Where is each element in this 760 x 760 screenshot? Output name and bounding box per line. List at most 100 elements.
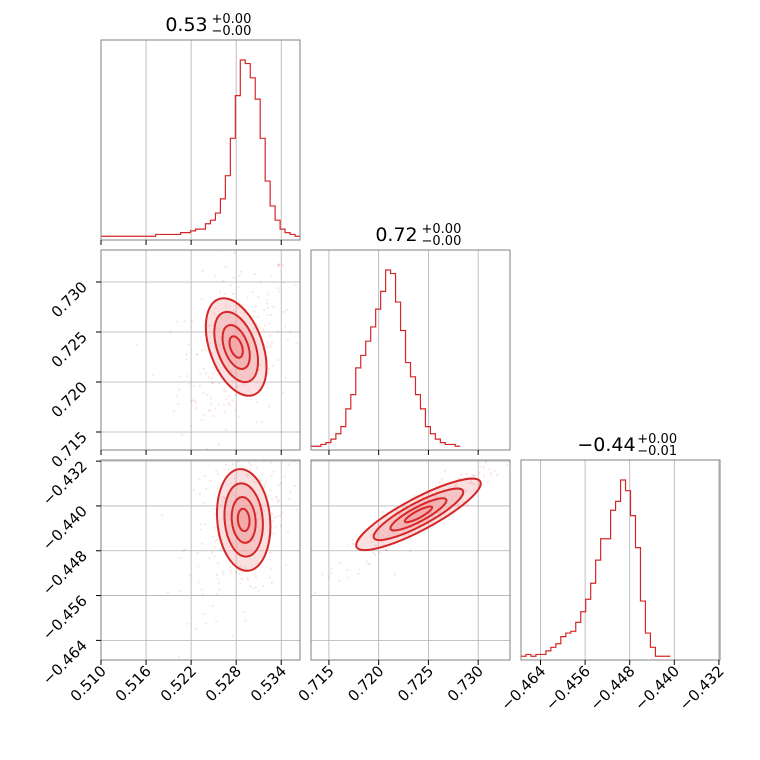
sample-point — [255, 401, 258, 404]
sample-point — [209, 397, 213, 400]
sample-point — [249, 468, 252, 471]
sample-point — [252, 478, 255, 481]
sample-point — [387, 531, 390, 534]
sample-point — [434, 496, 438, 499]
sample-point — [266, 341, 269, 344]
sample-point — [216, 472, 220, 475]
sample-point — [279, 524, 283, 528]
sample-point — [231, 309, 235, 312]
sample-point — [224, 446, 226, 448]
sample-point — [231, 462, 234, 466]
sample-point — [237, 286, 240, 289]
sample-point — [222, 573, 225, 576]
sample-point — [378, 529, 381, 532]
histogram-step-line — [521, 479, 671, 657]
sample-point — [286, 339, 289, 342]
sample-point — [270, 474, 273, 478]
sample-point — [249, 376, 252, 379]
sample-point — [272, 364, 275, 367]
sample-point — [466, 503, 469, 507]
sample-point — [199, 522, 202, 526]
sample-point — [442, 522, 445, 525]
sample-point — [277, 499, 280, 502]
sample-point — [215, 339, 218, 343]
sample-point — [231, 634, 234, 637]
sample-point — [270, 581, 274, 584]
sample-point — [254, 304, 258, 308]
sample-point — [413, 494, 416, 497]
sample-point — [252, 456, 254, 458]
sample-point — [259, 363, 262, 366]
sample-point — [346, 568, 349, 572]
sample-point — [213, 540, 217, 543]
sample-point — [358, 568, 361, 571]
sample-point — [390, 531, 393, 534]
sample-point — [259, 478, 262, 481]
sample-point — [270, 275, 273, 278]
sample-point — [381, 510, 384, 513]
sample-point — [454, 484, 458, 487]
sample-point — [395, 510, 398, 513]
sample-point — [247, 389, 250, 393]
sample-point — [161, 513, 164, 517]
sample-point — [247, 338, 250, 341]
sample-point — [267, 372, 270, 375]
sample-point — [244, 566, 247, 569]
sample-point — [410, 531, 414, 534]
sample-point — [250, 433, 252, 435]
sample-point — [209, 403, 212, 406]
sample-point — [269, 345, 272, 348]
sample-point — [185, 358, 188, 361]
y-tick-label-p2: −0.456 — [39, 592, 91, 644]
sample-point — [202, 502, 205, 505]
sample-point — [288, 432, 290, 434]
sample-point — [252, 412, 254, 414]
sample-point — [283, 325, 287, 328]
sample-point — [211, 381, 214, 384]
panel-frame — [520, 459, 721, 661]
sample-point — [277, 290, 281, 293]
sample-point — [232, 541, 235, 544]
sample-point — [195, 406, 198, 410]
sample-point — [265, 451, 267, 453]
sample-point — [374, 544, 377, 547]
sample-point — [212, 372, 215, 375]
sample-point — [213, 675, 215, 677]
sample-point — [200, 588, 203, 591]
sample-point — [240, 566, 243, 569]
sample-point — [225, 519, 229, 522]
sample-point — [255, 513, 258, 516]
sample-point — [233, 321, 236, 324]
sample-point — [287, 463, 290, 466]
sample-point — [250, 417, 252, 419]
sample-point — [229, 284, 232, 287]
title-lower-error: −0.00 — [422, 234, 462, 249]
sample-point — [231, 292, 235, 295]
sample-point — [270, 453, 272, 455]
sample-point — [225, 306, 228, 309]
sample-point — [238, 572, 241, 576]
sample-point — [266, 313, 269, 317]
sample-point — [418, 522, 422, 526]
sample-point — [465, 489, 468, 492]
sample-point — [244, 320, 247, 323]
sample-point — [208, 409, 212, 412]
sample-point — [212, 526, 215, 529]
sample-point — [246, 473, 250, 476]
sample-point — [244, 549, 247, 553]
sample-point — [314, 591, 317, 594]
sample-point — [268, 551, 272, 554]
sample-point — [238, 582, 242, 585]
panel-frame — [310, 249, 511, 451]
sample-point — [232, 371, 235, 374]
sample-point — [235, 386, 238, 389]
sample-point — [266, 293, 270, 296]
sample-point — [221, 506, 224, 510]
sample-point — [269, 567, 272, 571]
sample-point — [233, 310, 236, 313]
sample-point — [241, 383, 244, 386]
sample-point — [233, 251, 236, 255]
sample-point — [274, 495, 277, 499]
sample-point — [367, 563, 370, 566]
sample-point — [211, 604, 214, 607]
